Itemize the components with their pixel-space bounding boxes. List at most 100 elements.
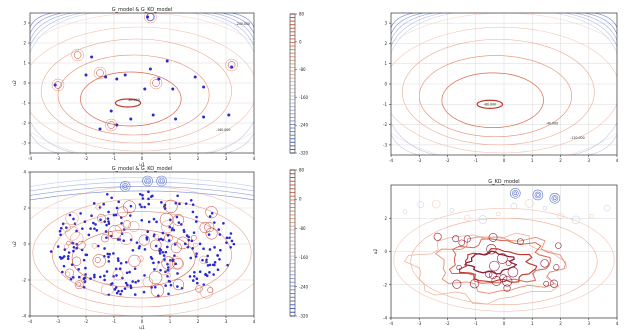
scatter-point bbox=[98, 127, 102, 131]
scatter-point bbox=[148, 67, 152, 71]
x-tick-label: -2 bbox=[84, 156, 88, 161]
x-tick-label: -2 bbox=[446, 158, 450, 163]
contour-line bbox=[485, 270, 493, 278]
scatter-point bbox=[192, 231, 196, 234]
scatter-point bbox=[191, 203, 195, 206]
colorbar-frame bbox=[289, 13, 296, 154]
x-tick-label: 4 bbox=[616, 158, 619, 163]
scatter-point bbox=[162, 254, 166, 257]
scatter-point bbox=[193, 271, 196, 274]
scatter-point bbox=[166, 266, 170, 269]
contour-line bbox=[138, 234, 150, 246]
scatter-point bbox=[157, 294, 160, 298]
x-tick-label: -4 bbox=[389, 158, 393, 163]
contour-line bbox=[489, 260, 500, 272]
scatter-point bbox=[142, 290, 146, 294]
contour-line bbox=[393, 207, 615, 312]
x-tick-label: 1 bbox=[531, 158, 534, 163]
contour-line bbox=[499, 274, 508, 283]
scatter-point bbox=[59, 226, 63, 230]
scatter-point bbox=[145, 238, 149, 241]
scatter-point bbox=[119, 292, 122, 296]
scatter-point bbox=[114, 286, 118, 289]
colorbar-tick-label: -320 bbox=[299, 151, 309, 156]
contour-line bbox=[209, 120, 254, 153]
contour-line bbox=[391, 13, 434, 41]
scatter-point bbox=[208, 248, 212, 251]
y-tick-label: 2 bbox=[384, 216, 387, 221]
contour-line bbox=[588, 134, 617, 155]
contour-line bbox=[161, 256, 175, 270]
scatter-point bbox=[174, 117, 178, 121]
contour-line bbox=[507, 266, 519, 278]
contour-line bbox=[30, 13, 53, 28]
scatter-point bbox=[159, 268, 162, 272]
contour-line bbox=[195, 285, 203, 293]
x-tick-label: -3 bbox=[417, 321, 421, 326]
y-tick-label: -1 bbox=[22, 101, 26, 106]
contour-line bbox=[114, 98, 142, 108]
contour-line bbox=[51, 78, 65, 92]
contour-line bbox=[459, 248, 538, 283]
scatter-point bbox=[115, 123, 119, 127]
scatter-point bbox=[129, 117, 133, 121]
contour-line bbox=[172, 258, 184, 270]
scatter-point bbox=[119, 261, 123, 265]
scatter-point bbox=[167, 239, 171, 242]
contour-line bbox=[148, 270, 163, 285]
scatter-point bbox=[158, 252, 162, 255]
contour-label: -80.000 bbox=[484, 102, 496, 106]
contour-line bbox=[551, 195, 559, 202]
scatter-point bbox=[153, 285, 157, 289]
scatter-point bbox=[189, 256, 193, 260]
scatter-point bbox=[90, 55, 94, 59]
scatter-point bbox=[143, 248, 147, 251]
contour-line bbox=[192, 242, 198, 248]
scatter-point bbox=[175, 215, 179, 219]
contour-line bbox=[76, 282, 82, 287]
plot-area: -80.000 -160.000 -240.000 bbox=[30, 13, 254, 153]
scatter-point bbox=[82, 285, 86, 289]
scatter-point bbox=[206, 254, 209, 258]
x-tick-label: -4 bbox=[389, 321, 393, 326]
x-tick-label: 1 bbox=[169, 319, 172, 324]
contour-line bbox=[417, 201, 424, 208]
contour-line bbox=[463, 235, 471, 243]
contour-line bbox=[449, 208, 454, 213]
scatter-point bbox=[131, 280, 134, 283]
contour-line bbox=[404, 232, 567, 305]
scatter-point bbox=[202, 85, 206, 89]
contour-line bbox=[115, 223, 125, 234]
scatter-point bbox=[105, 223, 108, 227]
scatter-point bbox=[141, 193, 144, 197]
contour-line bbox=[91, 243, 98, 249]
scatter-point bbox=[187, 235, 190, 239]
contour-line bbox=[192, 13, 254, 53]
x-tick-label: 4 bbox=[253, 156, 256, 161]
scatter-point bbox=[187, 238, 191, 242]
scatter-point bbox=[107, 222, 111, 225]
contour-line bbox=[464, 214, 471, 222]
scatter-point bbox=[107, 260, 111, 263]
scatter-point bbox=[143, 274, 146, 277]
contour-line bbox=[161, 220, 174, 234]
scatter-point bbox=[198, 242, 202, 246]
contour-line bbox=[513, 191, 518, 196]
scatter-point bbox=[87, 233, 91, 237]
scatter-point bbox=[216, 268, 220, 272]
y-axis-label: u2 bbox=[12, 80, 18, 86]
scatter-point bbox=[95, 229, 99, 232]
scatter-point bbox=[125, 271, 129, 275]
colorbar-tick-label: 80 bbox=[299, 12, 305, 17]
contour-line bbox=[542, 205, 548, 211]
contour-line bbox=[123, 200, 136, 214]
scatter-point bbox=[159, 248, 163, 252]
y-tick-label: 1 bbox=[23, 61, 26, 66]
scatter-point bbox=[174, 262, 178, 266]
scatter-point bbox=[213, 261, 217, 264]
scatter-point bbox=[173, 243, 177, 246]
plot-area bbox=[391, 185, 617, 318]
scatter-point bbox=[183, 242, 187, 246]
contour-line bbox=[150, 239, 162, 251]
scatter-point bbox=[77, 275, 81, 279]
